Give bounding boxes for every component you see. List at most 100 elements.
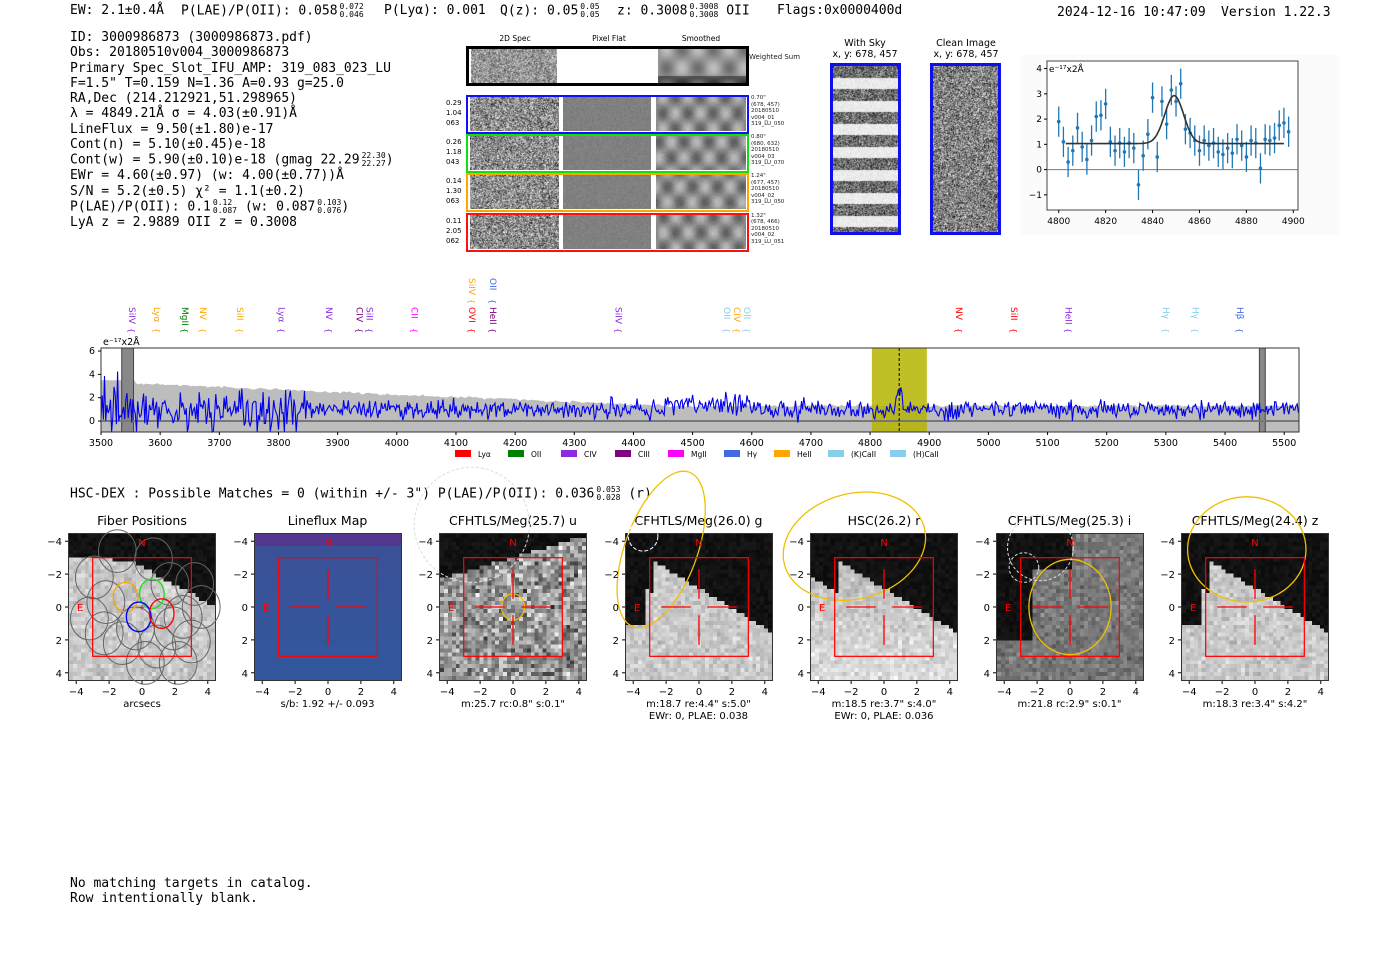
fit-axes <box>1046 60 1299 211</box>
cutout-ytick-label: 0 <box>798 603 804 614</box>
header-z-value: z: 0.3008 <box>617 3 688 19</box>
fit-data-point <box>1094 114 1099 119</box>
cutout-ytick-label: 2 <box>427 636 433 647</box>
cutout-xtick-label: 4 <box>1318 687 1324 698</box>
legend-label: CIV <box>584 450 597 459</box>
info-lambda: λ = 4849.21Å σ = 4.03(±0.91)Å <box>70 106 297 122</box>
aperture-box <box>463 557 563 657</box>
cutout-title: HSC(26.2) r <box>847 513 921 528</box>
fiber-highlight-circle <box>112 581 139 613</box>
fit-data-point <box>1225 146 1230 150</box>
cutout-ytick-label: −2 <box>233 570 248 581</box>
fiber-circle <box>102 621 142 666</box>
weighted-sum-label: Weighted Sum <box>749 53 801 61</box>
spec2d-right-value: 0.80" <box>751 134 766 141</box>
spec2d-right-value: v004_03 <box>751 153 775 160</box>
spec2d-right-value: (678, 457) <box>751 101 780 108</box>
fit-model-curve <box>1065 94 1284 145</box>
info-plae-w: (w: 0.087 <box>244 199 316 215</box>
header-plae-lo: 0.046 <box>339 10 364 19</box>
spectrum-xtick-label: 5300 <box>1154 438 1178 449</box>
spec2d-right-value: 1.24" <box>751 173 766 180</box>
fit-data-point <box>1141 153 1145 158</box>
cutout-footer-line: EWr: 0, PLAE: 0.038 <box>648 711 749 722</box>
spec2d-right-value: 1.32" <box>751 212 766 219</box>
cutout-xtick-label: 0 <box>1252 687 1258 698</box>
smoothed-canvas <box>656 214 746 249</box>
fit-data-point <box>1089 138 1094 143</box>
spectrum-xtick-label: 4300 <box>562 438 586 449</box>
east-label: E <box>634 603 640 614</box>
cutout-footer-line: m:18.7 re:4.4" s:5.0" <box>646 699 751 710</box>
header-qz-lo: 0.05 <box>580 10 600 19</box>
cutout-ytick-label: −4 <box>789 537 804 548</box>
cutout-footer-line: arcsecs <box>123 699 161 710</box>
cutout-ytick-label: 0 <box>612 603 618 614</box>
spec2d-left-value: 062 <box>446 236 460 245</box>
spectrum-line-label: NV <box>953 307 963 321</box>
fit-data-point <box>1202 138 1206 143</box>
spectrum-plot: 3500 3600 3700 3800 3900 4000 4100 4200 4300 4400… <box>89 278 1300 459</box>
cutout-overlay: N E −4 −4 −2 −2 0 0 2 2 4 4 <box>233 537 397 698</box>
spec2d-left-value: 043 <box>446 158 460 167</box>
clean-image-label: Clean Image <box>936 38 996 49</box>
spectrum-xtick-label: 3600 <box>148 438 172 449</box>
cutout-footer: m:25.7 rc:0.8" s:0.1" <box>409 699 617 711</box>
cutout-ytick-label: 4 <box>427 669 433 680</box>
spec2d-row-right-0: 0.70" (678, 457) 20180510 v004_01 319_LU_050 <box>751 95 784 128</box>
fiber-highlight-circle <box>138 578 165 610</box>
catalog-ellipse <box>627 520 658 552</box>
header-qz: Q(z): 0.05 0.05 0.05 <box>500 3 600 19</box>
spec2d-right-value: 20180510 <box>751 147 779 154</box>
cutout-xtick-label: −4 <box>996 687 1011 698</box>
spec2d-right-value: 20180510 <box>751 108 779 114</box>
legend-label: OII <box>531 450 541 459</box>
cutout-ytick-label: 0 <box>241 603 247 614</box>
cutout-footer-line: m:21.8 rc:2.9" s:0.1" <box>1017 699 1122 710</box>
fit-data-point <box>1197 148 1202 153</box>
with-sky-coords: x, y: 678, 457 <box>832 49 898 60</box>
spec2d-row-left-0: 0.29 1.04 063 <box>446 98 462 128</box>
cutout-ytick-label: 2 <box>1169 636 1175 647</box>
fit-data-point <box>1155 155 1160 159</box>
aperture-box <box>1205 557 1305 657</box>
spectrum-xtick-label: 4500 <box>681 438 705 449</box>
fit-data-point <box>1277 123 1282 128</box>
aperture-box <box>92 557 192 657</box>
spectrum-line-marker: { <box>1009 328 1018 333</box>
info-contw-value: Cont(w) = 5.90(±0.10)e-18 (gmag 22.29 <box>70 152 360 168</box>
info-contw-end: ) <box>385 152 394 168</box>
cutout-xtick-label: 0 <box>139 687 145 698</box>
smoothed-canvas <box>656 97 746 131</box>
spectrum-flux-line <box>100 371 1299 433</box>
fit-data-point <box>1216 150 1221 154</box>
line-fit-plot: 4800 4820 4840 4860 4880 4900 4 3 2 1 0 −1 e⁻¹⁷x2Å <box>1020 55 1340 235</box>
spec2d-right-value: v004_02 <box>751 232 775 239</box>
cutout-xtick-label: −4 <box>69 687 84 698</box>
fiber-2d-canvas <box>470 214 559 249</box>
spectrum-ytick-label: 6 <box>89 346 95 357</box>
aperture-box <box>834 557 934 657</box>
spectrum-ytick-label: 4 <box>89 369 95 380</box>
fit-data-point <box>1061 140 1066 144</box>
fit-data-point <box>1178 81 1183 86</box>
spectrum-line-label: MgII <box>179 307 189 326</box>
spectrum-line-marker: { <box>152 328 161 333</box>
header-flags: Flags:0x0000400d <box>777 3 903 18</box>
smoothed-canvas <box>656 136 746 171</box>
fit-xtick-label: 4860 <box>1188 217 1211 227</box>
cutout-ytick-label: −2 <box>789 570 804 581</box>
spec2d-header-0: 2D Spec <box>499 34 531 43</box>
spectrum-line-label: SiIV <box>613 307 623 325</box>
cutout-xtick-label: 4 <box>947 687 953 698</box>
spec2d-right-value: 319_LU_051 <box>751 238 785 245</box>
cutout-ytick-label: 0 <box>1169 603 1175 614</box>
fit-data-point <box>1249 138 1253 143</box>
spectrum-line-marker: { <box>614 328 623 333</box>
spectrum-line-label: SiIV <box>466 278 476 296</box>
header-datetime: 2024-12-16 10:47:09 <box>1057 5 1206 20</box>
east-label: E <box>77 603 83 614</box>
info-block: ID: 3000986873 (3000986873.pdf) Obs: 201… <box>70 30 394 230</box>
spectrum-xtick-label: 3700 <box>207 438 231 449</box>
north-label: N <box>880 538 887 549</box>
